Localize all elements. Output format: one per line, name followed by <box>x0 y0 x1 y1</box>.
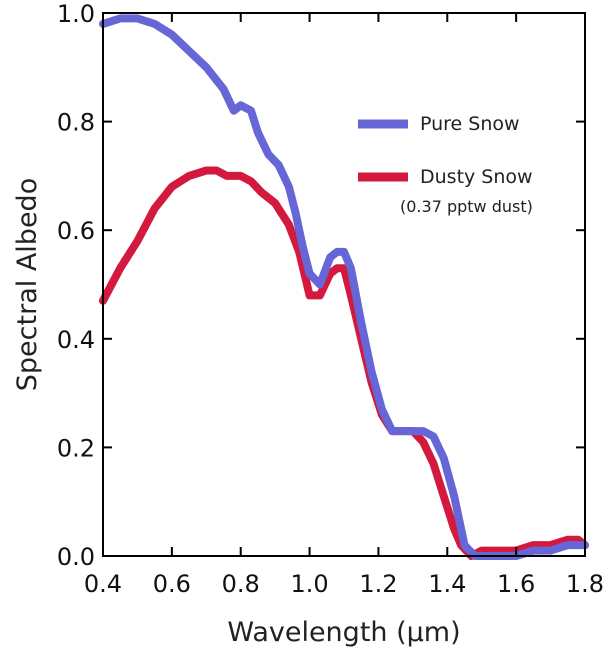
x-tick-label: 1.6 <box>497 570 535 598</box>
x-tick-label: 1.2 <box>359 570 397 598</box>
y-tick-label: 1.0 <box>57 0 95 28</box>
x-tick-label: 0.8 <box>222 570 260 598</box>
series-line-dusty-snow <box>99 166 589 560</box>
series-layer <box>99 14 589 560</box>
y-tick-label: 0.6 <box>57 217 95 245</box>
x-tick-label: 1.0 <box>290 570 328 598</box>
x-axis-title: Wavelength (μm) <box>227 617 460 648</box>
legend: Pure Snow Dusty Snow (0.37 pptw dust) <box>358 113 533 216</box>
y-tick-label: 0.8 <box>57 109 95 137</box>
series-line-pure-snow <box>99 14 589 560</box>
y-axis-title: Spectral Albedo <box>12 178 43 391</box>
ticks-layer: 0.4 0.6 0.8 1.0 1.2 1.4 1.6 1.8 0.0 0.2 0.4 0.6 0.8 1… <box>57 0 604 598</box>
legend-label-pure-snow: Pure Snow <box>420 113 520 135</box>
plot-frame <box>102 12 586 557</box>
y-tick-label: 0.4 <box>57 326 95 354</box>
legend-label-dusty-snow: Dusty Snow <box>420 166 533 188</box>
x-tick-label: 1.4 <box>428 570 466 598</box>
x-tick-label: 0.4 <box>84 570 122 598</box>
legend-note-dust-concentration: (0.37 pptw dust) <box>400 197 533 216</box>
y-tick-label: 0.2 <box>57 434 95 462</box>
x-tick-label: 1.8 <box>566 570 604 598</box>
y-tick-label: 0.0 <box>57 543 95 571</box>
x-tick-label: 0.6 <box>153 570 191 598</box>
